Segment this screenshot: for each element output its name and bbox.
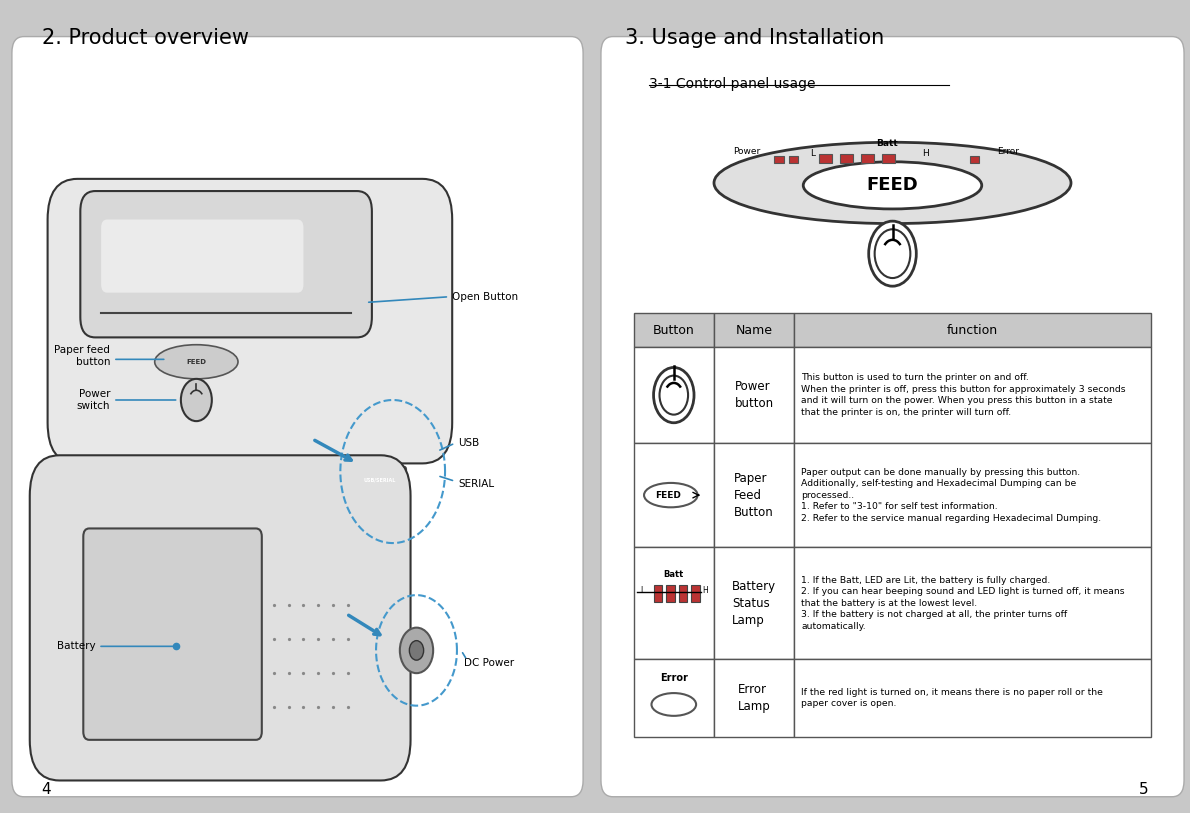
- Text: L: L: [640, 585, 645, 595]
- Text: SERIAL: SERIAL: [458, 479, 494, 489]
- Bar: [666, 585, 675, 602]
- Text: Power
button: Power button: [734, 380, 774, 410]
- Bar: [714, 547, 794, 659]
- Text: H: H: [702, 585, 708, 595]
- Ellipse shape: [803, 162, 982, 209]
- Text: If the red light is turned on, it means there is no paper roll or the
paper cove: If the red light is turned on, it means …: [801, 688, 1103, 708]
- Bar: [633, 443, 714, 547]
- Bar: [862, 154, 875, 163]
- Ellipse shape: [651, 693, 696, 716]
- Bar: [882, 154, 895, 163]
- Text: Batt: Batt: [664, 570, 684, 580]
- Bar: [794, 313, 1152, 347]
- Text: USB/SERIAL: USB/SERIAL: [363, 478, 396, 483]
- Text: Open Button: Open Button: [452, 292, 519, 302]
- FancyBboxPatch shape: [81, 191, 371, 337]
- Bar: [633, 347, 714, 443]
- Circle shape: [400, 628, 433, 673]
- Circle shape: [869, 221, 916, 286]
- Text: Name: Name: [735, 324, 772, 337]
- Text: L: L: [809, 149, 815, 158]
- Text: Error: Error: [660, 672, 688, 683]
- Text: USB: USB: [458, 438, 480, 448]
- FancyBboxPatch shape: [83, 528, 262, 740]
- Text: FEED: FEED: [656, 490, 682, 500]
- Text: Power: Power: [733, 147, 760, 156]
- Circle shape: [181, 379, 212, 421]
- Text: Power
switch: Power switch: [76, 389, 111, 411]
- Circle shape: [653, 367, 694, 423]
- Circle shape: [875, 229, 910, 278]
- Text: 1. If the Batt, LED are Lit, the battery is fully charged.
2. If you can hear be: 1. If the Batt, LED are Lit, the battery…: [801, 576, 1125, 631]
- Bar: [794, 347, 1152, 443]
- Bar: [794, 659, 1152, 737]
- Text: Paper output can be done manually by pressing this button.
Additionally, self-te: Paper output can be done manually by pre…: [801, 467, 1102, 523]
- Bar: [794, 443, 1152, 547]
- Bar: [794, 547, 1152, 659]
- Bar: [820, 154, 833, 163]
- Bar: [653, 585, 663, 602]
- Text: This button is used to turn the printer on and off.
When the printer is off, pre: This button is used to turn the printer …: [801, 373, 1126, 417]
- Bar: [714, 443, 794, 547]
- Ellipse shape: [155, 345, 238, 379]
- Text: function: function: [947, 324, 998, 337]
- FancyBboxPatch shape: [601, 37, 1184, 797]
- FancyBboxPatch shape: [48, 179, 452, 463]
- Bar: [691, 585, 700, 602]
- Bar: [775, 156, 784, 163]
- Text: 3. Usage and Installation: 3. Usage and Installation: [625, 28, 884, 49]
- Circle shape: [409, 641, 424, 660]
- Circle shape: [659, 376, 688, 415]
- Text: Paper
Feed
Button: Paper Feed Button: [734, 472, 774, 519]
- Text: 2. Product overview: 2. Product overview: [42, 28, 249, 49]
- Text: Battery
Status
Lamp: Battery Status Lamp: [732, 580, 776, 627]
- Bar: [678, 585, 688, 602]
- Text: FEED: FEED: [187, 359, 206, 365]
- Text: Battery: Battery: [57, 641, 95, 651]
- FancyBboxPatch shape: [101, 220, 303, 293]
- Text: Batt: Batt: [876, 139, 897, 148]
- Bar: [633, 313, 714, 347]
- FancyBboxPatch shape: [352, 467, 407, 494]
- Bar: [714, 347, 794, 443]
- Text: H: H: [922, 149, 928, 158]
- Bar: [789, 156, 798, 163]
- Text: Error: Error: [997, 147, 1020, 156]
- Text: 3-1 Control panel usage: 3-1 Control panel usage: [649, 77, 815, 91]
- Bar: [840, 154, 853, 163]
- Text: Paper feed
button: Paper feed button: [55, 346, 111, 367]
- Text: FEED: FEED: [866, 176, 919, 194]
- Bar: [970, 156, 979, 163]
- Text: 5: 5: [1139, 782, 1148, 797]
- Text: DC Power: DC Power: [464, 658, 514, 667]
- Bar: [714, 313, 794, 347]
- Text: 4: 4: [42, 782, 51, 797]
- Bar: [714, 659, 794, 737]
- Text: Error
Lamp: Error Lamp: [738, 683, 770, 713]
- Bar: [633, 547, 714, 659]
- Text: Button: Button: [653, 324, 695, 337]
- Bar: [633, 659, 714, 737]
- FancyBboxPatch shape: [12, 37, 583, 797]
- FancyBboxPatch shape: [30, 455, 411, 780]
- Ellipse shape: [644, 483, 697, 507]
- Ellipse shape: [714, 142, 1071, 224]
